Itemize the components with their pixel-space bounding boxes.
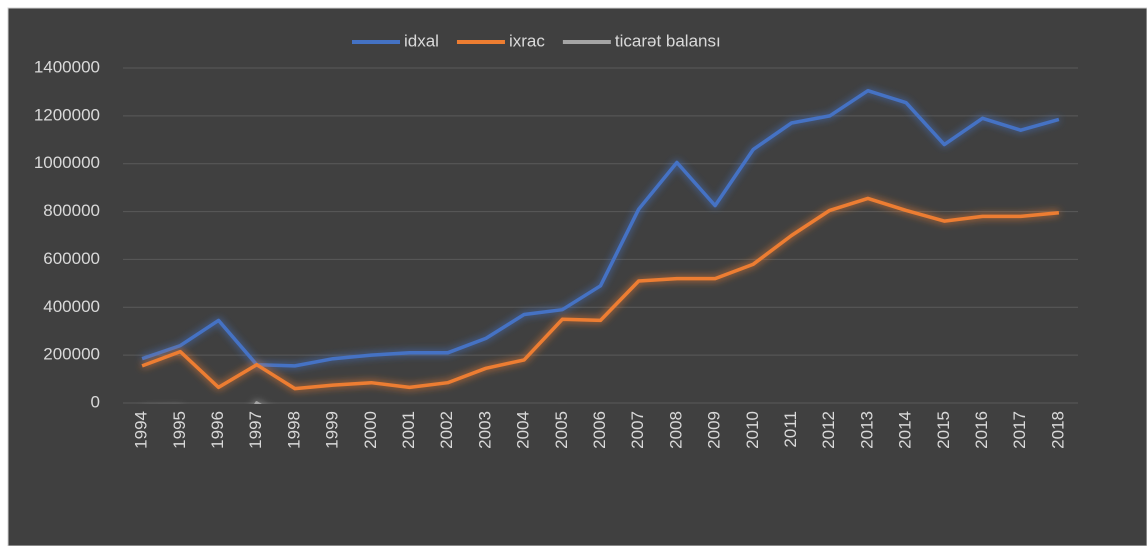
x-tick-label: 2010 (743, 411, 762, 449)
y-tick-label: 1200000 (34, 105, 100, 124)
y-tick-label: 1000000 (34, 153, 100, 172)
x-tick-label: 2015 (934, 411, 953, 449)
y-tick-label: 1400000 (34, 57, 100, 76)
y-tick-label: 600000 (43, 249, 100, 268)
x-tick-label: 2002 (437, 411, 456, 449)
x-tick-label: 2012 (819, 411, 838, 449)
x-tick-label: 1994 (132, 411, 151, 449)
y-tick-label: 0 (91, 392, 100, 411)
series-line (141, 88, 1060, 368)
x-tick-label: 2006 (590, 411, 609, 449)
x-tick-label: 2004 (514, 411, 533, 449)
x-tick-label: 1995 (170, 411, 189, 449)
x-tick-label: 1999 (323, 411, 342, 449)
legend-label: ticarət balansı (615, 31, 721, 50)
y-tick-label: 800000 (43, 201, 100, 220)
x-tick-label: 1996 (208, 411, 227, 449)
chart-background (7, 7, 1147, 546)
legend-label: idxal (404, 31, 439, 50)
x-tick-label: 2011 (781, 411, 800, 448)
legend-label: ixrac (509, 31, 545, 50)
series-line (141, 196, 1060, 391)
y-tick-label: 400000 (43, 297, 100, 316)
x-tick-label: 2000 (361, 411, 380, 449)
x-tick-label: 2003 (475, 411, 494, 449)
x-tick-label: 2008 (666, 411, 685, 449)
x-tick-label: 2005 (552, 411, 571, 449)
plot-lines (141, 88, 1060, 404)
x-tick-label: 1997 (246, 411, 265, 449)
x-tick-label: 2017 (1010, 411, 1029, 449)
x-tick-label: 2001 (399, 411, 418, 449)
x-tick-label: 2018 (1048, 411, 1067, 449)
x-tick-label: 2016 (972, 411, 991, 449)
x-tick-label: 2009 (705, 411, 724, 449)
x-tick-label: 2014 (896, 411, 915, 449)
x-tick-label: 2007 (628, 411, 647, 449)
x-tick-label: 1998 (284, 411, 303, 449)
y-tick-label: 200000 (43, 345, 100, 364)
x-tick-label: 2013 (857, 411, 876, 449)
